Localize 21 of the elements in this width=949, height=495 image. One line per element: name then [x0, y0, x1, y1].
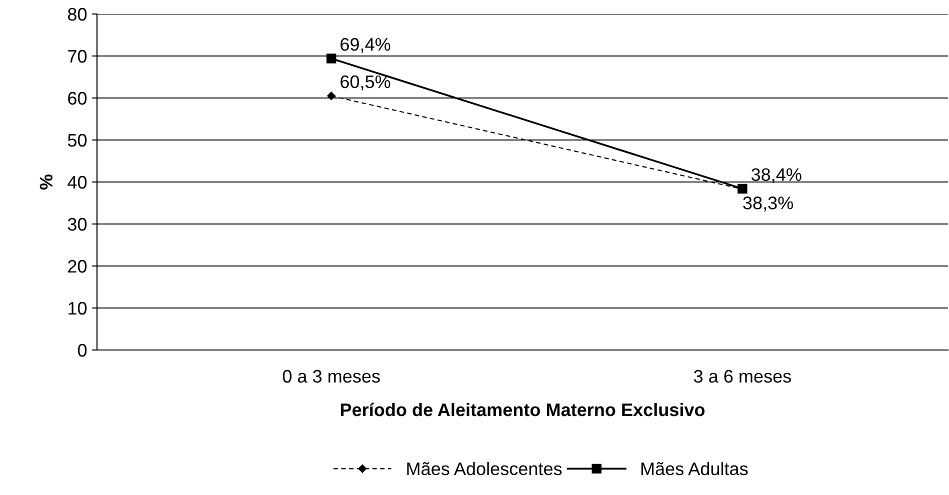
y-tick-label: 20: [68, 260, 87, 273]
legend-label: Mães Adultas: [641, 462, 748, 476]
data-label: 38,4%: [751, 168, 802, 184]
y-tick-label: 0: [78, 344, 87, 357]
x-axis-title: Período de Aleitamento Materno Exclusivo: [340, 402, 705, 416]
data-label: 69,4%: [340, 38, 390, 53]
data-label: 60,5%: [340, 75, 390, 90]
point: [327, 92, 336, 100]
point: [326, 54, 336, 64]
y-tick-label: 80: [68, 8, 87, 21]
y-tick-label: 50: [68, 134, 87, 147]
data-label: 38,3%: [743, 196, 793, 212]
legend-label: Mães Adolescentes: [407, 462, 562, 476]
y-tick-label: 10: [68, 302, 87, 315]
y-axis-title: %: [40, 174, 52, 190]
x-tick-label: 3 a 6 meses: [694, 370, 791, 383]
y-tick-label: 30: [68, 218, 87, 231]
x-tick-label: 0 a 3 meses: [282, 370, 380, 383]
y-tick-label: 40: [68, 176, 87, 189]
y-tick-label: 60: [68, 92, 87, 105]
y-tick-label: 70: [68, 50, 87, 63]
